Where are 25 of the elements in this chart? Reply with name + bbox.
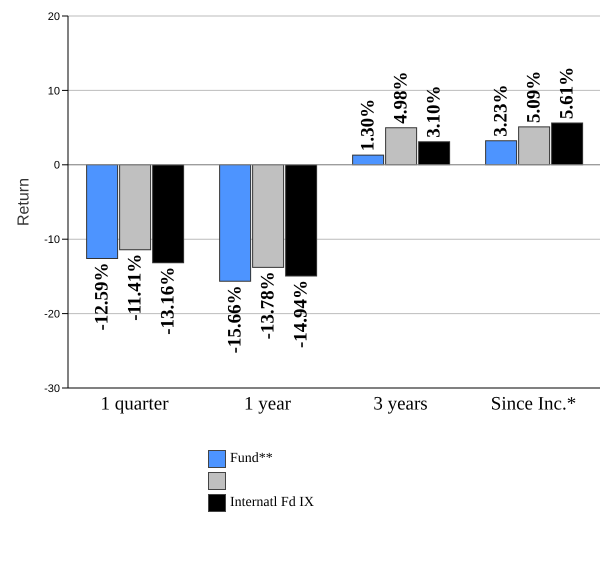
y-tick-label: 0 <box>54 160 60 172</box>
text: 5.09% <box>524 70 545 123</box>
text: 4.98% <box>390 72 412 124</box>
legend-label: Fund** <box>230 451 273 467</box>
text: -13.78% <box>258 271 279 340</box>
text: -12.59% <box>92 262 113 331</box>
text: -13.16% <box>158 266 179 335</box>
text: -11.41% <box>124 254 146 321</box>
x-tick-label: 1 year <box>244 393 292 414</box>
y-tick-label: 10 <box>48 85 60 98</box>
y-tick-label: 20 <box>48 10 60 23</box>
x-tick-label: 1 quarter <box>100 393 170 414</box>
y-tick-label: -20 <box>44 308 60 321</box>
y-tick-label: -30 <box>44 382 60 395</box>
text: -14.94% <box>290 280 312 348</box>
text: -15.66% <box>224 285 246 354</box>
text: 1.30% <box>358 98 379 152</box>
text: 5.61% <box>556 66 578 120</box>
x-tick-label: Since Inc.* <box>490 393 576 414</box>
text: 3.23% <box>490 84 512 137</box>
y-tick-label: -10 <box>44 234 60 246</box>
legend-label: Internatl Fd IX <box>230 495 314 511</box>
y-axis-title: Return <box>16 178 33 226</box>
text: 3.10% <box>424 85 445 138</box>
x-tick-label: 3 years <box>373 393 428 414</box>
